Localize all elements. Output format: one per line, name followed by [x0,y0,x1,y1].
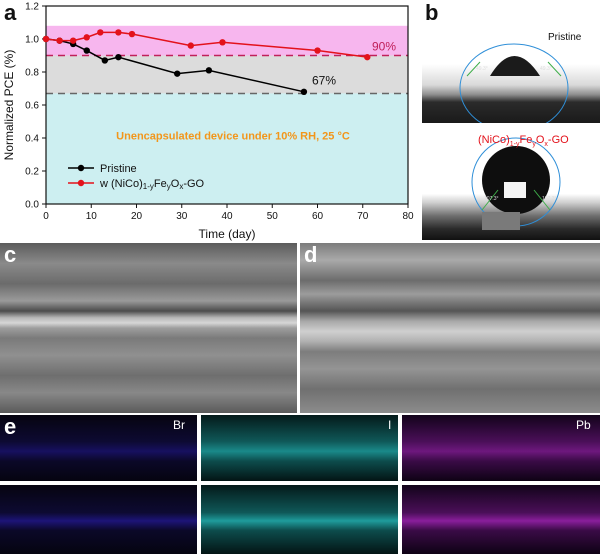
legend-label-coated: w (NiCo)1-yFeyOx-GO [99,178,205,191]
x-tick-label-7: 70 [357,211,369,222]
x-tick-label-4: 40 [221,211,233,222]
y-tick-label-3: 0.6 [25,101,39,112]
eds-label-br: Br [173,418,185,432]
series-1-point-6 [128,30,136,38]
series-1-point-3 [83,34,90,41]
x-tick-label-8: 80 [402,211,414,222]
coated-contact-angle-photo: 107.3° 107.3° [422,130,600,240]
series-1-point-8 [219,39,226,46]
legend-marker-0 [77,164,85,172]
pristine-contact-angle-photo: 49.3° 49.3° [422,28,600,123]
eds-label-pb: Pb [576,418,591,432]
eds-pb-top [402,415,600,481]
panel-c-letter: c [4,242,17,267]
x-tick-label-3: 30 [176,211,188,222]
y-tick-label-0: 0.0 [25,200,39,211]
legend-label-pristine: Pristine [100,163,137,175]
pristine-angle-left: 49.3° [476,66,488,72]
series-1-point-1 [56,37,63,44]
panel-d-letter: d [304,242,318,267]
y-tick-label-1: 0.2 [25,167,39,178]
y-tick-label-6: 1.2 [25,2,39,13]
panel-e-letter: e [4,414,17,439]
eds-i-bottom [201,485,398,554]
sem-pristine [0,243,297,413]
series-1-point-0 [42,35,50,43]
reference-label-67: 67% [312,73,336,87]
series-1-point-5 [115,29,122,36]
eds-br-bottom [0,485,197,554]
x-tick-label-1: 10 [86,211,98,222]
series-0-point-5 [115,53,122,61]
series-0-point-7 [205,67,213,74]
band-2 [46,93,408,204]
coated-angle-left: 107.3° [484,196,499,202]
coated-angle-right: 107.3° [542,196,557,202]
series-0-point-6 [174,70,181,77]
x-tick-label-6: 60 [312,211,324,222]
pristine-angle-right: 49.3° [540,66,552,72]
y-tick-label-2: 0.4 [25,134,39,145]
sem-coated [300,243,600,413]
y-tick-label-4: 0.8 [25,68,39,79]
series-1-point-2 [69,37,77,44]
series-1-point-4 [97,29,104,36]
series-0-point-4 [101,57,109,64]
x-tick-label-5: 50 [267,211,279,222]
coated-label: (NiCo)1-yFeyOx-GO [478,134,569,149]
x-tick-label-0: 0 [43,211,49,222]
x-tick-label-2: 20 [131,211,143,222]
eds-br-top [0,415,197,481]
panel-a-letter: a [4,0,17,25]
series-0-point-8 [300,88,308,96]
eds-label-i: I [388,418,392,432]
pristine-label: Pristine [548,32,582,43]
x-axis-label: Time (day) [199,227,256,241]
band-0 [46,25,408,56]
eds-i-top [201,415,398,481]
chart-annotation: Unencapsulated device under 10% RH, 25 °… [116,131,350,143]
y-axis-label: Normalized PCE (%) [2,50,16,161]
series-0-point-3 [83,47,90,54]
pristine-droplet: 49.3° 49.3° [459,43,569,123]
eds-pb-bottom [402,485,600,554]
legend-marker-1 [77,179,85,187]
y-tick-label-5: 1.0 [25,35,39,46]
coated-droplet [471,137,561,230]
panel-b-letter: b [425,0,439,25]
pce-stability-chart: 90% 67% 0 10 20 30 40 50 60 70 80 0.0 0.2 0.4 0.6 0.8 1.… [2,2,414,242]
series-1-point-9 [314,47,321,54]
reference-label-90: 90% [372,40,396,54]
series-1-point-10 [364,53,371,61]
series-1-point-7 [187,42,194,49]
